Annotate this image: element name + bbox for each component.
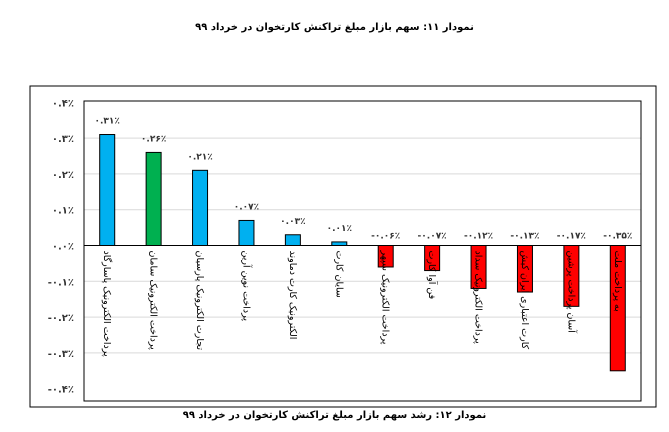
- category-label: سایان کارت: [333, 251, 344, 298]
- data-label: -۰.۱۲٪: [464, 232, 493, 242]
- data-label: ۰.۰۳٪: [280, 217, 305, 227]
- bar: [284, 234, 301, 246]
- data-label: ۰.۰۱٪: [327, 224, 352, 234]
- category-label: پرداخت الکترونیک سپهر: [380, 250, 391, 345]
- y-tick-label: ۰.۱٪: [52, 206, 74, 217]
- y-tick-label: ۰.۰٪: [52, 242, 74, 253]
- chart-frame: [29, 85, 657, 408]
- y-tick-label: ۰.۴٪: [52, 98, 74, 109]
- data-label: -۰.۱۳٪: [510, 232, 539, 242]
- category-label: الکترونیک کارت دماوند: [287, 251, 298, 340]
- y-tick-label: -۰.۴٪: [48, 385, 74, 396]
- data-label: -۰.۳۵٪: [603, 232, 632, 242]
- bottom-caption: نمودار ۱۲: رشد سهم بازار مبلغ تراکنش کار…: [182, 410, 487, 421]
- y-tick-label: ۰.۳٪: [52, 134, 74, 145]
- category-label: کارت اعتباری ایران کیش: [519, 251, 530, 350]
- plot-area-border: [83, 100, 642, 402]
- category-label: پرداخت الکترونیک سداد: [473, 251, 484, 345]
- data-label: ۰.۰۷٪: [234, 202, 259, 212]
- category-label: پرداخت الکترونیک سامان: [148, 251, 159, 351]
- bar: [192, 169, 209, 247]
- y-tick-label: -۰.۱٪: [48, 277, 74, 288]
- category-label: فن آوا کارت: [426, 251, 439, 300]
- category-label: به پرداخت ملت: [612, 251, 623, 312]
- y-tick-label: -۰.۲٪: [48, 313, 74, 324]
- data-label: ۰.۲۶٪: [141, 134, 166, 144]
- data-label: ۰.۲۱٪: [187, 152, 212, 162]
- data-label: -۰.۱۷٪: [557, 232, 586, 242]
- bar: [99, 134, 116, 247]
- bar: [238, 219, 255, 247]
- data-label: -۰.۰۶٪: [371, 232, 400, 242]
- category-label: پرداخت نوین آرین: [240, 251, 253, 322]
- bar: [331, 241, 348, 246]
- top-caption: نمودار ۱۱: سهم بازار مبلغ تراکنش کارتخوا…: [195, 22, 474, 33]
- bar: [145, 151, 162, 246]
- data-label: -۰.۰۷٪: [418, 232, 447, 242]
- y-tick-label: -۰.۳٪: [48, 349, 74, 360]
- category-label: آسان پرداخت پرشین: [565, 251, 578, 334]
- category-label: تجارت الکترونیک پارسیان: [194, 251, 205, 351]
- data-label: ۰.۳۱٪: [95, 117, 120, 127]
- y-tick-label: ۰.۲٪: [52, 170, 74, 181]
- category-label: پرداخت الکترونیک پاسارگاد: [101, 251, 113, 357]
